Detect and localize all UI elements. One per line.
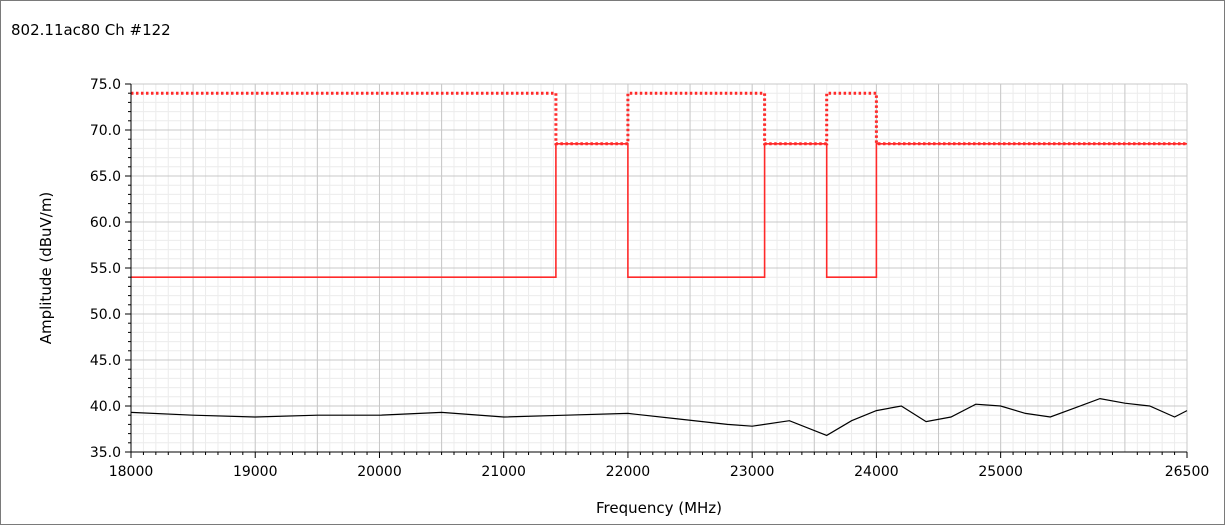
y-tick-label: 35.0 [90,445,121,461]
axes [125,83,1188,458]
x-tick-label: 20000 [357,464,402,480]
series-line-1 [131,91,1187,146]
x-tick-labels: 18000 19000 20000 21000 22000 23000 24000 25000… [109,464,1210,480]
y-tick-label: 70.0 [90,123,121,139]
x-tick-label: 25000 [978,464,1023,480]
x-tick-label: 23000 [730,464,775,480]
series-line-3 [130,397,1188,437]
y-tick-label: 60.0 [90,215,121,231]
y-tick-label: 50.0 [90,307,121,323]
x-tick-label: 26500 [1165,464,1210,480]
chart-title: 802.11ac80 Ch #122 [11,21,171,39]
series-line-2 [131,143,1187,279]
x-tick-label: 21000 [481,464,526,480]
y-tick-labels: 35.0 40.0 45.0 50.0 55.0 60.0 65.0 70.0 75.0 [90,77,121,461]
y-tick-label: 45.0 [90,353,121,369]
y-tick-label: 75.0 [90,77,121,93]
x-tick-label: 18000 [109,464,154,480]
x-tick-label: 24000 [854,464,899,480]
y-tick-label: 40.0 [90,399,121,415]
series-layer [130,91,1188,437]
x-axis-label: Frequency (MHz) [596,499,722,517]
y-tick-label: 55.0 [90,261,121,277]
y-axis-label: Amplitude (dBuV/m) [37,192,55,345]
y-tick-label: 65.0 [90,169,121,185]
x-tick-label: 19000 [233,464,278,480]
x-tick-label: 22000 [606,464,651,480]
